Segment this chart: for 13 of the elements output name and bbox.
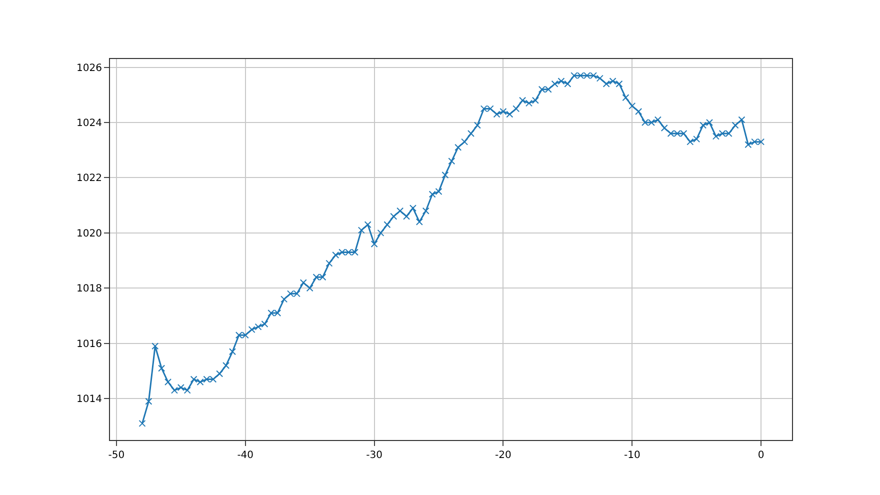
y-tick-label: 1024 bbox=[76, 118, 102, 129]
x-tick-label: 0 bbox=[758, 450, 764, 461]
y-tick-label: 1018 bbox=[76, 284, 102, 295]
y-tick-label: 1014 bbox=[76, 394, 102, 406]
y-tick-label: 1022 bbox=[76, 173, 102, 184]
x-tick-label: -50 bbox=[108, 450, 125, 461]
y-tick-label: 1020 bbox=[76, 228, 102, 240]
x-tick-label: -20 bbox=[495, 450, 512, 461]
x-tick-label: -30 bbox=[366, 450, 382, 461]
x-tick-label: -40 bbox=[237, 450, 254, 461]
x-tick-label: -10 bbox=[624, 450, 640, 461]
y-tick-label: 1016 bbox=[76, 338, 102, 350]
y-tick-label: 1026 bbox=[76, 62, 102, 74]
